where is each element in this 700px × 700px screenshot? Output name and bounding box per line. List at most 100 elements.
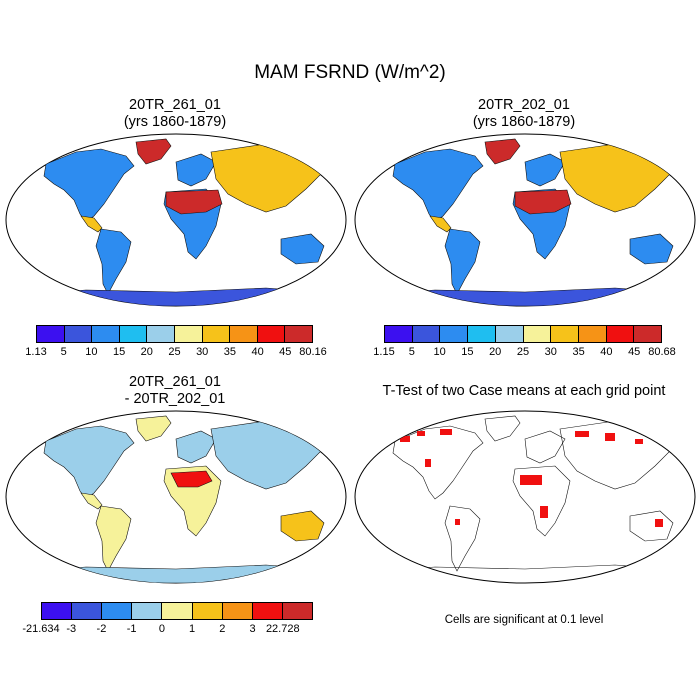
colorbar-tick-label: 5 xyxy=(408,346,415,358)
colorbar-tick-label: -21.634 xyxy=(22,623,60,635)
colorbar-tick-label: 5 xyxy=(60,346,67,358)
land-south-america xyxy=(95,228,132,295)
colorbar-top-right xyxy=(384,325,662,343)
colorbar-swatch xyxy=(495,326,524,342)
colorbar-swatch xyxy=(202,326,231,342)
colorbar-swatch xyxy=(523,326,552,342)
colorbar-tick-label: 20 xyxy=(489,346,502,358)
colorbar-tick-label: 40 xyxy=(600,346,613,358)
colorbar-tick-label: 80.68 xyxy=(648,346,676,358)
significant-cell xyxy=(455,519,460,525)
colorbar-swatch xyxy=(468,326,496,342)
colorbar-swatch xyxy=(192,603,223,619)
significance-note: Cells are significant at 0.1 level xyxy=(444,614,604,626)
land-south-america xyxy=(444,228,481,295)
colorbar-tick-label: 80.16 xyxy=(299,346,327,358)
significant-cell xyxy=(440,429,452,435)
land-europe xyxy=(175,153,217,187)
panel-title-line2: (yrs 1860-1879) xyxy=(123,114,227,130)
significant-cells xyxy=(400,429,663,527)
colorbar-tick-label: 30 xyxy=(544,346,557,358)
land-sahara-anomaly xyxy=(170,470,213,488)
colorbar-swatch xyxy=(606,326,635,342)
colorbar-tick-label: 22.728 xyxy=(265,623,300,635)
land-central-america xyxy=(80,492,103,510)
panel-title-line1: T-Test of two Case means at each grid po… xyxy=(382,383,666,399)
land-south-america xyxy=(95,505,132,572)
panel-title-line2: - 20TR_202_01 xyxy=(124,391,226,407)
map-20tr-261-01 xyxy=(5,133,347,307)
colorbar-swatch xyxy=(37,326,65,342)
panel-title-line1: 20TR_202_01 xyxy=(478,97,570,113)
colorbar-tick-label: 25 xyxy=(168,346,181,358)
colorbar-tick-label: 3 xyxy=(249,623,256,635)
colorbar-swatch xyxy=(257,326,286,342)
colorbar-tick-label: 35 xyxy=(572,346,585,358)
colorbar-tick-label: 1 xyxy=(189,623,196,635)
land-australia xyxy=(280,510,325,542)
land-sahara xyxy=(165,189,223,215)
land-central-america xyxy=(80,215,103,233)
colorbar-swatch xyxy=(634,326,662,342)
colorbar-tick-label: 45 xyxy=(628,346,641,358)
colorbar-swatch xyxy=(252,603,283,619)
colorbar-tick-label: 0 xyxy=(158,623,165,635)
map-difference xyxy=(5,410,347,584)
colorbar-tick-label: 45 xyxy=(279,346,292,358)
colorbar-tick-label: 2 xyxy=(219,623,226,635)
colorbar-swatch xyxy=(64,326,93,342)
colorbar-swatch xyxy=(285,326,312,342)
land-australia xyxy=(280,233,325,265)
panel-title-top-right: 20TR_202_01 (yrs 1860-1879) xyxy=(354,97,694,131)
colorbar-swatch xyxy=(222,603,253,619)
colorbar-swatch xyxy=(147,326,175,342)
colorbar-swatch xyxy=(132,603,163,619)
panel-title-top-left: 20TR_261_01 (yrs 1860-1879) xyxy=(5,97,345,131)
colorbar-tick-label: -1 xyxy=(126,623,137,635)
colorbar-tick-label: 1.15 xyxy=(373,346,395,358)
colorbar-bottom-left xyxy=(41,602,313,620)
page-title: MAM FSRND (W/m^2) xyxy=(254,62,446,83)
panel-title-line1: 20TR_261_01 xyxy=(129,97,221,113)
map-20tr-202-01 xyxy=(354,133,696,307)
land-greenland xyxy=(135,138,172,165)
significant-cell xyxy=(605,433,615,441)
panel-title-line1: 20TR_261_01 xyxy=(129,374,221,390)
coast-south-america xyxy=(444,505,481,572)
coast-north-america xyxy=(392,425,484,500)
colorbar-tick-label: 15 xyxy=(461,346,474,358)
significant-cell xyxy=(540,506,548,518)
coast-africa xyxy=(512,465,571,537)
colorbar-swatch xyxy=(174,326,203,342)
coast-europe xyxy=(524,430,566,464)
colorbar-swatch xyxy=(162,603,193,619)
colorbar-swatch xyxy=(72,603,103,619)
colorbar-swatch xyxy=(385,326,413,342)
significant-cell xyxy=(655,519,663,527)
colorbar-swatch xyxy=(42,603,73,619)
land-greenland xyxy=(484,138,521,165)
significant-cell xyxy=(635,439,643,444)
colorbar-swatch xyxy=(440,326,469,342)
land-north-america xyxy=(392,148,484,223)
panel-title-bottom-right: T-Test of two Case means at each grid po… xyxy=(354,383,694,400)
significant-cell xyxy=(520,475,542,485)
colorbar-tick-label: 1.13 xyxy=(25,346,47,358)
land-sahara xyxy=(514,189,572,215)
colorbar-top-left xyxy=(36,325,313,343)
map-outline xyxy=(354,410,696,584)
colorbar-tick-label: -2 xyxy=(96,623,107,635)
colorbar-tick-label: 25 xyxy=(516,346,530,358)
colorbar-tick-label: 20 xyxy=(140,346,153,358)
land-central-america xyxy=(429,215,452,233)
colorbar-tick-label: 30 xyxy=(196,346,209,358)
land-australia xyxy=(629,233,674,265)
land-europe xyxy=(175,430,217,464)
significant-cell xyxy=(417,431,425,436)
colorbar-swatch xyxy=(551,326,579,342)
colorbar-swatch xyxy=(282,603,312,619)
colorbar-swatch xyxy=(578,326,607,342)
map-t-test xyxy=(354,410,696,584)
colorbar-tick-label: -3 xyxy=(66,623,77,635)
colorbar-tick-label: 35 xyxy=(223,346,237,358)
